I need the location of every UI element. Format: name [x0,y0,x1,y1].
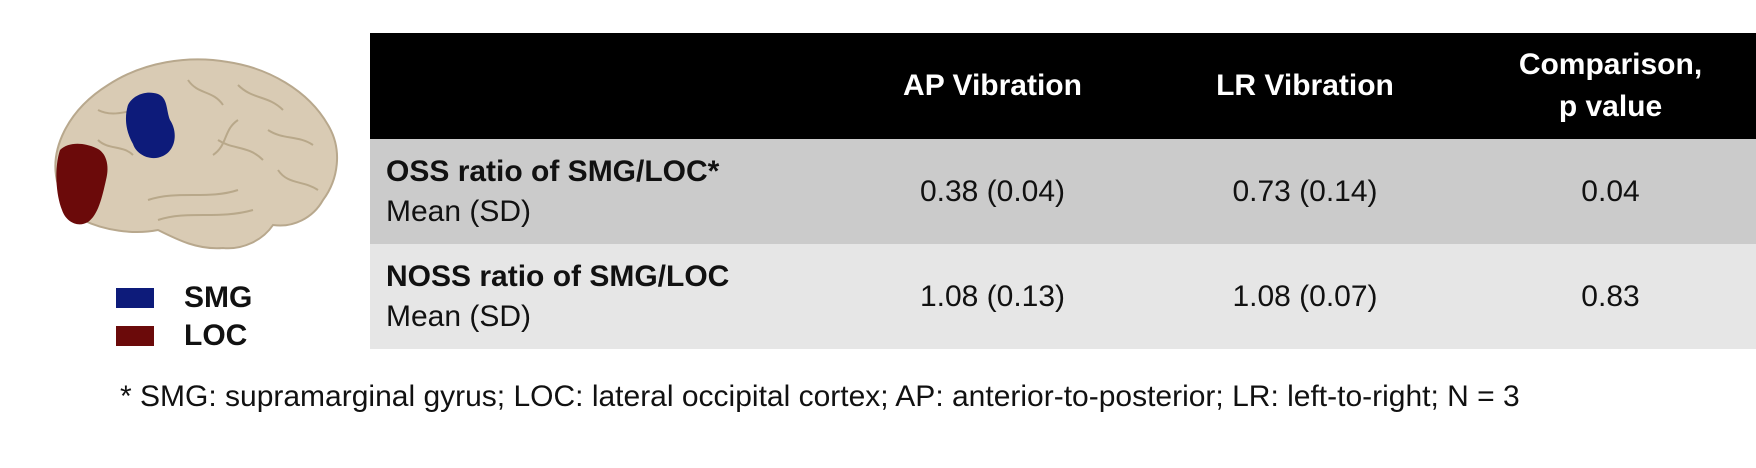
row-header: OSS ratio of SMG/LOC* Mean (SD) [370,139,840,244]
cell-lr: 0.73 (0.14) [1232,174,1378,208]
brain-cortex [54,58,339,250]
legend-item-smg: SMG [116,280,252,316]
header-lr-vibration: LR Vibration [1216,69,1394,102]
cell-p: 0.04 [1581,174,1640,208]
header-blank [370,33,840,139]
cell-ap: 0.38 (0.04) [919,174,1066,208]
table-row: NOSS ratio of SMG/LOC Mean (SD) 1.08 (0.… [370,244,1756,349]
smg-region [125,92,175,159]
results-table: AP Vibration LR Vibration Comparison, p … [370,33,1756,349]
cell-ap: 1.08 (0.13) [919,279,1066,313]
legend-label-smg: SMG [184,281,253,314]
row-subtitle: Mean (SD) [386,194,532,228]
legend-swatch-smg [116,288,154,308]
cell-lr: 1.08 (0.07) [1232,279,1378,313]
footnote: * SMG: supramarginal gyrus; LOC: lateral… [120,380,1520,413]
legend-label-loc: LOC [184,319,248,352]
row-title: OSS ratio of SMG/LOC* [386,154,720,188]
legend-swatch-loc [116,326,154,346]
header-comparison: Comparison, p value [1518,48,1703,123]
header-ap-vibration: AP Vibration [903,69,1082,102]
row-subtitle: Mean (SD) [386,299,532,333]
cell-p: 0.83 [1581,279,1640,313]
brain-illustration [54,58,339,250]
loc-region [56,143,108,225]
row-title: NOSS ratio of SMG/LOC [386,259,730,293]
table-header-row: AP Vibration LR Vibration Comparison, p … [370,33,1756,139]
row-header: NOSS ratio of SMG/LOC Mean (SD) [370,244,840,349]
legend-item-loc: LOC [116,318,247,354]
table-row: OSS ratio of SMG/LOC* Mean (SD) 0.38 (0.… [370,139,1756,244]
